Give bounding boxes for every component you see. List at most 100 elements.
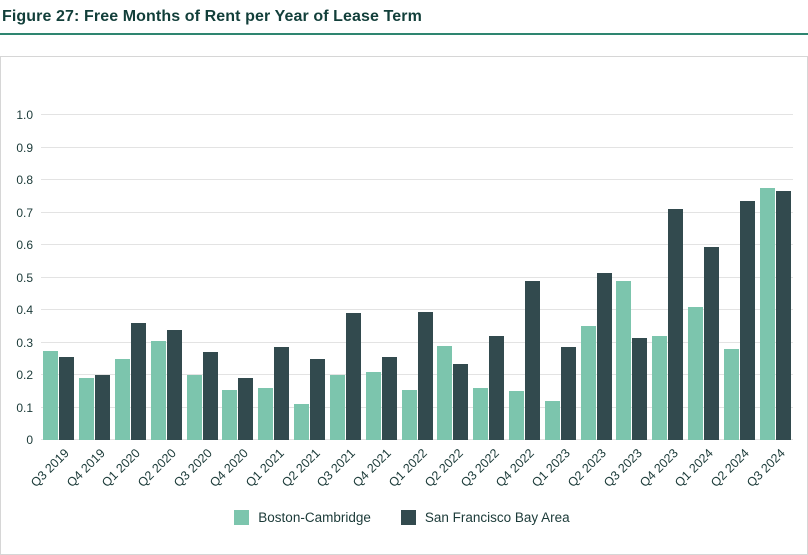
bar-boston-cambridge — [186, 375, 202, 440]
bar-group — [399, 115, 435, 440]
bars-layer — [41, 115, 793, 440]
bar-group — [256, 115, 292, 440]
gridline — [41, 211, 793, 213]
bar-group — [184, 115, 220, 440]
bar-san-francisco-bay-area — [417, 311, 433, 440]
bar-san-francisco-bay-area — [274, 347, 290, 440]
gridline — [41, 244, 793, 245]
bar-boston-cambridge — [294, 404, 310, 440]
legend-label: Boston-Cambridge — [258, 509, 371, 525]
bar-san-francisco-bay-area — [131, 323, 147, 440]
bar-boston-cambridge — [723, 349, 739, 440]
y-tick-label: 1.0 — [16, 108, 33, 122]
gridline — [41, 309, 793, 310]
chart-area: 1.0 0.9 0.8 0.7 0.6 0.5 0.4 0.3 0.2 0.1 0 Q3 2019 Q… — [11, 108, 793, 502]
y-axis: 1.0 0.9 0.8 0.7 0.6 0.5 0.4 0.3 0.2 0.1 0 — [11, 108, 41, 447]
y-tick-label: 0.2 — [16, 368, 33, 382]
bar-boston-cambridge — [401, 389, 417, 440]
bar-san-francisco-bay-area — [596, 272, 612, 440]
figure-title: Figure 27: Free Months of Rent per Year … — [2, 8, 422, 25]
bar-boston-cambridge — [616, 280, 632, 440]
bar-boston-cambridge — [688, 306, 704, 440]
y-tick-label: 0 — [26, 433, 33, 447]
gridline — [41, 374, 793, 375]
bar-san-francisco-bay-area — [95, 375, 111, 440]
chart-container: 1.0 0.9 0.8 0.7 0.6 0.5 0.4 0.3 0.2 0.1 0 Q3 2019 Q… — [0, 56, 808, 555]
bar-san-francisco-bay-area — [345, 313, 361, 440]
y-tick-label: 0.1 — [16, 400, 33, 415]
bar-san-francisco-bay-area — [489, 336, 505, 440]
bar-san-francisco-bay-area — [632, 337, 648, 440]
bar-group — [328, 115, 364, 440]
bar-group — [113, 115, 149, 440]
bar-san-francisco-bay-area — [453, 363, 469, 440]
legend-item-san-francisco-bay-area: San Francisco Bay Area — [400, 509, 570, 525]
legend-label: San Francisco Bay Area — [424, 509, 570, 525]
bar-san-francisco-bay-area — [166, 329, 182, 440]
bar-san-francisco-bay-area — [560, 347, 576, 440]
bar-group — [721, 115, 757, 440]
plot-area — [41, 114, 793, 440]
bar-boston-cambridge — [759, 188, 775, 440]
bar-group — [542, 115, 578, 440]
bar-boston-cambridge — [473, 388, 489, 440]
bar-boston-cambridge — [329, 375, 345, 440]
bar-san-francisco-bay-area — [524, 280, 540, 440]
gridline — [41, 114, 793, 115]
y-tick-label: 0.3 — [16, 335, 33, 350]
bar-san-francisco-bay-area — [381, 357, 397, 440]
title-rule — [0, 33, 808, 35]
gridline — [41, 406, 793, 408]
gridline — [41, 146, 793, 148]
legend: Boston-Cambridge San Francisco Bay Area — [11, 502, 793, 532]
bar-group — [507, 115, 543, 440]
bar-group — [435, 115, 471, 440]
bar-san-francisco-bay-area — [59, 357, 75, 440]
x-tick-label: Q3 2019 — [27, 446, 72, 490]
bar-group — [292, 115, 328, 440]
bar-boston-cambridge — [580, 326, 596, 440]
bar-san-francisco-bay-area — [202, 352, 218, 440]
legend-swatch-boston-cambridge — [234, 509, 250, 525]
bar-group — [77, 115, 113, 440]
y-tick-label: 0.8 — [16, 173, 33, 187]
bar-group — [578, 115, 614, 440]
y-tick-label: 0.9 — [16, 140, 33, 155]
bar-san-francisco-bay-area — [704, 246, 720, 440]
bar-san-francisco-bay-area — [739, 201, 755, 440]
plot-wrap: Q3 2019 Q4 2019 Q1 2020 Q2 2020 Q3 2020 Q4 20… — [28, 114, 793, 502]
bar-group — [471, 115, 507, 440]
bar-group — [614, 115, 650, 440]
bar-boston-cambridge — [150, 340, 166, 440]
gridline — [41, 341, 793, 343]
bar-san-francisco-bay-area — [238, 378, 254, 440]
y-tick-label: 0.4 — [16, 303, 33, 317]
x-tick: Q3 2024 — [744, 440, 793, 502]
legend-item-boston-cambridge: Boston-Cambridge — [234, 509, 371, 525]
bar-boston-cambridge — [258, 388, 274, 440]
bar-group — [757, 115, 793, 440]
bar-boston-cambridge — [508, 391, 524, 440]
bar-boston-cambridge — [365, 371, 381, 440]
bar-group — [650, 115, 686, 440]
bar-san-francisco-bay-area — [775, 191, 791, 440]
legend-swatch-san-francisco-bay-area — [400, 509, 416, 525]
x-axis: Q3 2019 Q4 2019 Q1 2020 Q2 2020 Q3 2020 Q4 20… — [28, 440, 793, 502]
bar-group — [363, 115, 399, 440]
gridline — [41, 439, 793, 440]
bar-san-francisco-bay-area — [310, 358, 326, 440]
bar-group — [148, 115, 184, 440]
y-tick-label: 0.5 — [16, 270, 33, 285]
bar-boston-cambridge — [544, 401, 560, 440]
bar-group — [686, 115, 722, 440]
bar-group — [220, 115, 256, 440]
bar-boston-cambridge — [115, 358, 131, 440]
bar-boston-cambridge — [652, 336, 668, 440]
bar-san-francisco-bay-area — [668, 209, 684, 440]
gridline — [41, 276, 793, 278]
bar-boston-cambridge — [437, 345, 453, 440]
bar-boston-cambridge — [43, 350, 59, 440]
bar-group — [41, 115, 77, 440]
bar-boston-cambridge — [79, 378, 95, 440]
